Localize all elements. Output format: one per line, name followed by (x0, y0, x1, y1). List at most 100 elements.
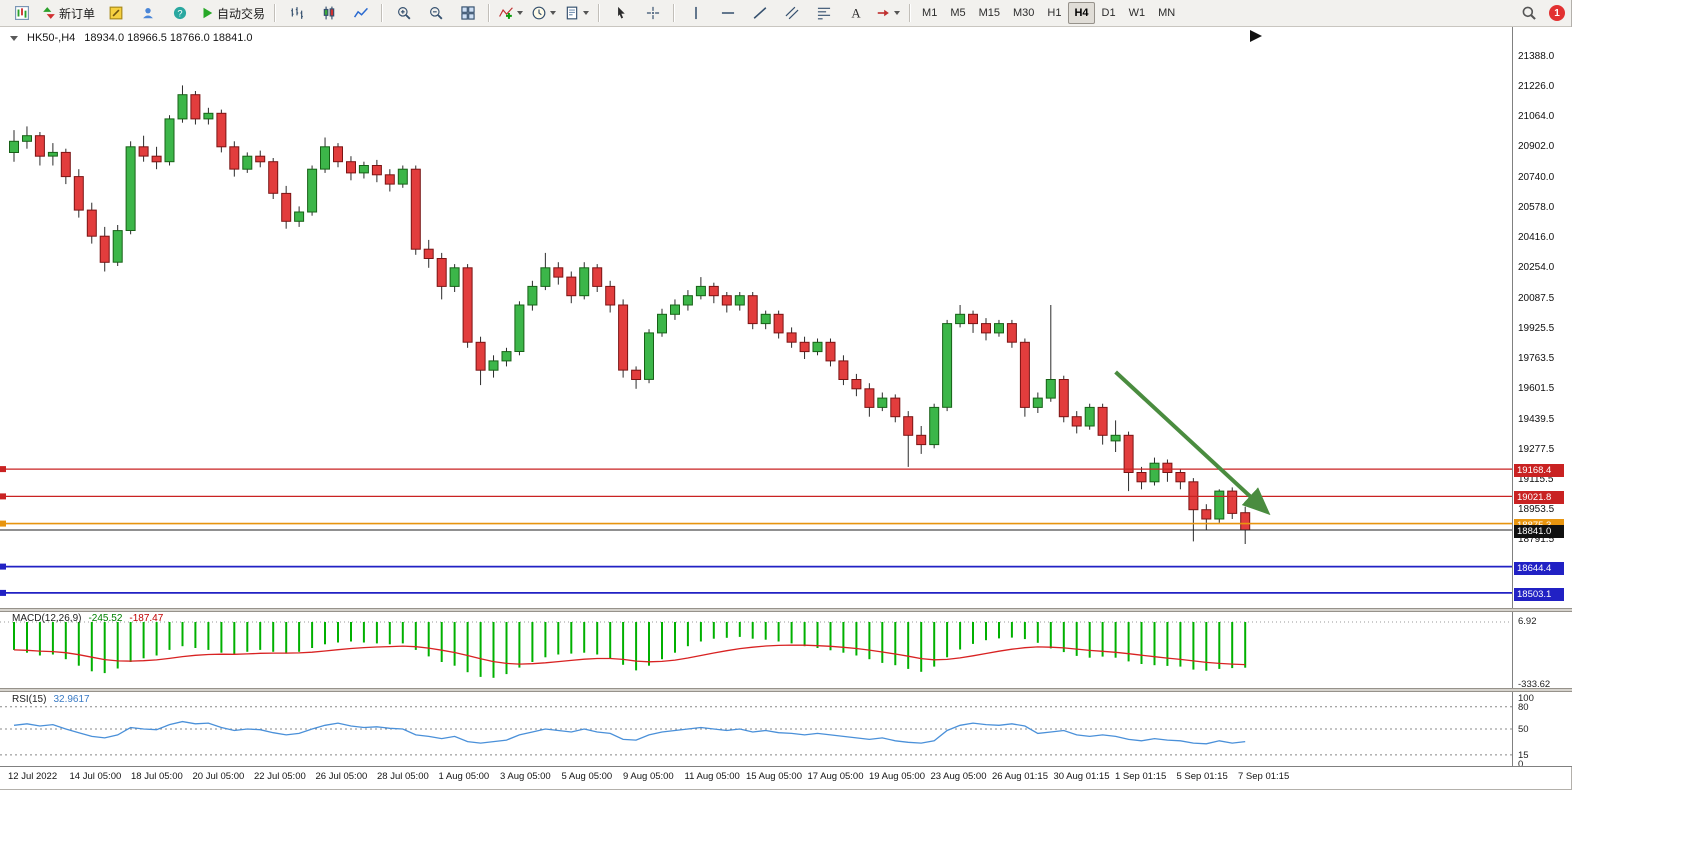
ohlc-values: 18934.0 18966.5 18766.0 18841.0 (84, 32, 253, 44)
price-tick-label: 20087.5 (1518, 293, 1555, 305)
horizontal-line-19021.8[interactable] (0, 493, 1512, 500)
rsi-indicator-label: RSI(15) 32.9617 (12, 694, 90, 705)
timeframe-m30-button[interactable]: M30 (1013, 7, 1035, 19)
macd-histogram (13, 622, 1247, 678)
timeframe-m1-button[interactable]: M1 (922, 7, 938, 19)
time-axis-label: 9 Aug 05:00 (623, 771, 674, 782)
chart-menu-triangle-icon[interactable] (10, 35, 18, 41)
timeframe-m5-button[interactable]: M5 (950, 7, 966, 19)
metaeditor-button[interactable] (100, 1, 131, 25)
line-edge-handle[interactable] (0, 563, 6, 570)
fibo-icon (817, 7, 830, 20)
clock-icon (532, 6, 546, 20)
zoomin-icon (397, 7, 411, 20)
time-axis-label: 11 Aug 05:00 (684, 771, 740, 782)
search-icon (1522, 6, 1536, 20)
rsi-value: 32.9617 (53, 694, 90, 705)
new-chart-button[interactable] (6, 1, 37, 25)
cursor-button[interactable] (605, 1, 636, 25)
price-axis[interactable]: 21388.0 21226.0 21064.0 20902.0 20740.0 20578… (1512, 27, 1572, 770)
timeframe-h1-button[interactable]: H1 (1047, 7, 1062, 19)
time-axis-label: 7 Sep 01:15 (1238, 771, 1290, 782)
price-line-label: 19168.4 (1514, 464, 1564, 478)
price-tick-label: 20740.0 (1518, 171, 1555, 183)
timeframe-mn-button[interactable]: MN (1158, 7, 1176, 19)
horizontal-line-18875.3[interactable] (0, 520, 1512, 527)
horizontal-line-19168.4[interactable] (0, 466, 1512, 473)
zoom-out-button[interactable] (420, 1, 451, 25)
timeframe-m15-button[interactable]: M15 (978, 7, 1000, 19)
indicators-button[interactable] (495, 1, 527, 25)
line-edge-handle[interactable] (0, 589, 6, 596)
help-icon: ? (173, 6, 186, 20)
bar-chart-button[interactable] (281, 1, 312, 25)
channel-icon (785, 6, 799, 20)
toolbar-separator (673, 4, 676, 22)
timeframe-w1-button[interactable]: W1 (1128, 7, 1146, 19)
rsi-panel[interactable] (0, 692, 1512, 766)
symbol-timeframe-label: HK50-,H4 (27, 32, 76, 44)
price-tick-label: 19277.5 (1518, 443, 1555, 455)
trend-arrow[interactable] (1114, 370, 1271, 516)
notification-badge[interactable]: 1 (1549, 5, 1565, 21)
horizontal-line-button[interactable] (712, 1, 743, 25)
new-order-button[interactable]: 新订单 (38, 1, 99, 25)
macd-main-value: -245.52 (88, 613, 123, 624)
zoom-in-button[interactable] (388, 1, 419, 25)
price-tick-label: 21064.0 (1518, 111, 1555, 123)
template-icon (566, 6, 578, 20)
time-axis-label: 26 Aug 01:15 (992, 771, 1048, 782)
templates-button[interactable] (561, 1, 593, 25)
chart-shift-marker-icon[interactable] (1250, 30, 1262, 42)
horizontal-line-18503.1[interactable] (0, 589, 1512, 596)
toolbar: 新订单? 自动交易 A M1 M5 M15 M30 H1 H4 D1 W1 MN 1 (0, 0, 1571, 27)
price-tick-label: 21388.0 (1518, 51, 1555, 63)
vline-icon (694, 6, 697, 20)
line-edge-handle[interactable] (0, 520, 6, 527)
candlestick-chart-button[interactable] (313, 1, 344, 25)
rsi-axis-label: 15 (1518, 749, 1529, 761)
equidistant-channel-button[interactable] (776, 1, 807, 25)
candlesticks (9, 85, 1251, 544)
line-chart-button[interactable] (345, 1, 376, 25)
panel-divider[interactable] (0, 608, 1572, 612)
macd-title: MACD(12,26,9) (12, 613, 82, 624)
arrow-objects-button[interactable] (872, 1, 904, 25)
price-line-label: 18503.1 (1514, 587, 1564, 601)
text-icon: A (851, 7, 861, 20)
time-axis-label: 1 Aug 05:00 (438, 771, 490, 782)
periods-button[interactable] (528, 1, 560, 25)
chart-icon (14, 6, 29, 20)
trendline-button[interactable] (744, 1, 775, 25)
toolbar-separator (381, 4, 384, 22)
panel-divider[interactable] (0, 688, 1572, 692)
line-edge-handle[interactable] (0, 493, 6, 500)
trend-icon (753, 7, 766, 19)
timeframe-h4-button[interactable]: H4 (1068, 2, 1095, 24)
price-tick-label: 18953.5 (1518, 504, 1555, 516)
macd-signal-line (13, 644, 1246, 666)
tile-windows-button[interactable] (452, 1, 483, 25)
autotrading-button[interactable]: 自动交易 (196, 1, 269, 25)
timeframe-d1-button[interactable]: D1 (1101, 7, 1116, 19)
time-axis[interactable]: 12 Jul 2022 14 Jul 05:00 18 Jul 05:00 20 Ju… (0, 768, 1512, 788)
time-axis-label: 22 Jul 05:00 (254, 771, 306, 782)
help-button[interactable]: ? (164, 1, 195, 25)
macd-indicator-label: MACD(12,26,9) -245.52 -187.47 (12, 613, 163, 624)
community-button[interactable] (132, 1, 163, 25)
line-edge-handle[interactable] (0, 466, 6, 473)
chevron-down-icon (517, 11, 524, 15)
search-button[interactable] (1513, 1, 1544, 25)
price-tick-label: 19925.5 (1518, 323, 1555, 335)
svg-text:?: ? (177, 8, 182, 18)
order-icon (43, 7, 55, 19)
vertical-line-button[interactable] (680, 1, 711, 25)
text-label-button[interactable]: A (840, 1, 871, 25)
svg-text:A: A (851, 7, 861, 20)
crosshair-button[interactable] (637, 1, 668, 25)
price-chart-area[interactable] (0, 27, 1512, 608)
macd-panel[interactable] (0, 612, 1512, 688)
fibonacci-retracement-button[interactable] (808, 1, 839, 25)
toolbar-separator (909, 4, 912, 22)
horizontal-line-18644.4[interactable] (0, 563, 1512, 570)
